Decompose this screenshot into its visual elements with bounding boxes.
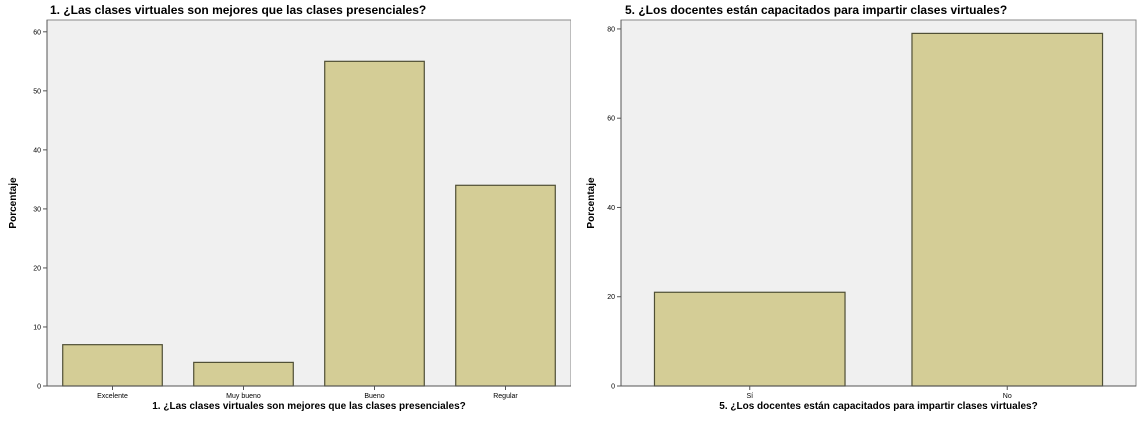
bars <box>653 32 1104 387</box>
y-tick-label: 0 <box>37 384 41 391</box>
y-axis-label: Porcentaje <box>8 177 19 229</box>
y-tick-label: 20 <box>33 265 41 272</box>
x-axis-categories: Excelente Muy bueno Bueno Regular <box>47 385 571 400</box>
y-tick-label: 0 <box>611 384 615 391</box>
y-tick-label: 40 <box>33 147 41 154</box>
x-axis-label: 5. ¿Los docentes están capacitados para … <box>719 401 1037 412</box>
x-tick-label: Muy bueno <box>226 393 261 400</box>
y-tick-label: 10 <box>33 324 41 331</box>
y-axis-label: Porcentaje <box>586 177 597 229</box>
bar-s- <box>653 291 846 387</box>
bar-chart-docentes-capacitados: 5. ¿Los docentes están capacitados para … <box>586 3 1137 412</box>
y-axis: 0 20 40 60 80 <box>607 20 622 391</box>
y-tick-label: 30 <box>33 206 41 213</box>
bar-muy-bueno <box>193 361 294 387</box>
bar-chart-virtual-vs-presencial: 1. ¿Las clases virtuales son mejores que… <box>8 3 571 412</box>
x-tick-label: Bueno <box>364 393 384 400</box>
bar-bueno <box>324 60 425 387</box>
x-axis-categories: Sí No <box>621 385 1136 400</box>
x-tick-label: Excelente <box>97 393 128 400</box>
chart-title: 5. ¿Los docentes están capacitados para … <box>625 3 1007 17</box>
y-tick-label: 40 <box>607 205 615 212</box>
y-tick-label: 60 <box>607 116 615 123</box>
bar-regular <box>455 184 556 387</box>
x-axis-label: 1. ¿Las clases virtuales son mejores que… <box>152 401 466 412</box>
chart-title: 1. ¿Las clases virtuales son mejores que… <box>50 3 426 17</box>
y-axis: 0 10 20 30 40 50 60 <box>33 20 48 391</box>
x-tick-label: Sí <box>746 393 753 400</box>
y-tick-label: 60 <box>33 29 41 36</box>
bar-no <box>911 32 1104 387</box>
x-tick-label: Regular <box>493 393 518 400</box>
y-tick-label: 50 <box>33 88 41 95</box>
bar-excelente <box>62 344 163 387</box>
x-tick-label: No <box>1003 393 1012 400</box>
bars <box>62 60 556 387</box>
y-tick-label: 20 <box>607 294 615 301</box>
y-tick-label: 80 <box>607 26 615 33</box>
